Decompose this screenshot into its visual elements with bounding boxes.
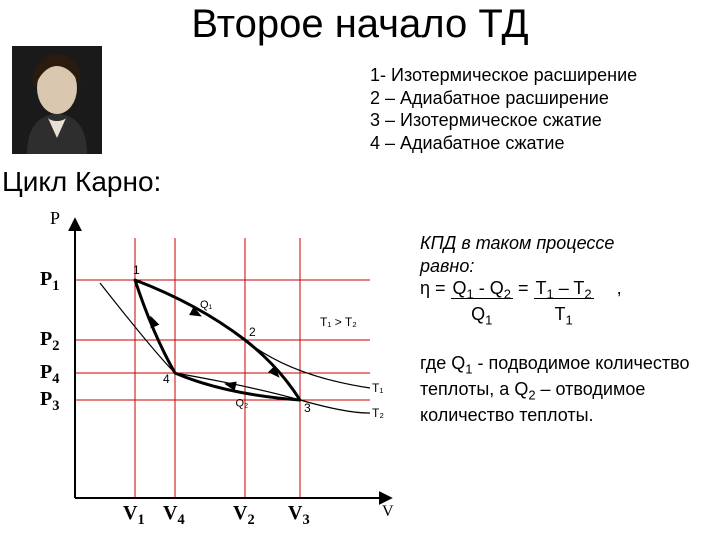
v-axis-tick: V3 — [288, 502, 310, 529]
svg-text:2: 2 — [249, 325, 256, 339]
p-axis-tick: P3 — [40, 388, 59, 415]
process-legend: 1- Изотермическое расширение 2 – Адиабат… — [370, 64, 637, 154]
p-axis-tick: P4 — [40, 361, 59, 388]
v-axis-tick: V2 — [233, 502, 255, 529]
svg-text:3: 3 — [304, 401, 311, 415]
kpd-text-line2: равно: — [420, 255, 700, 278]
carnot-portrait-placeholder — [12, 46, 102, 154]
svg-text:V: V — [382, 503, 394, 520]
efficiency-equation: η = Q1 - Q2Q1 = T1 – T2T1 , — [420, 277, 700, 329]
efficiency-block: КПД в таком процессе равно: η = Q1 - Q2Q… — [420, 232, 700, 329]
svg-text:Q₂: Q₂ — [236, 398, 249, 410]
legend-item-2: 2 – Адиабатное расширение — [370, 87, 637, 110]
pv-diagram: V1234Q₁Q₂T₁T₂T₁ > T₂ — [20, 208, 400, 528]
p-axis-tick: P1 — [40, 268, 59, 295]
kpd-text-line1: КПД в таком процессе — [420, 232, 700, 255]
where-block: где Q1 - подводимое количество теплоты, … — [420, 352, 700, 426]
svg-text:1: 1 — [133, 263, 140, 277]
legend-item-4: 4 – Адиабатное сжатие — [370, 132, 637, 155]
svg-text:T₂: T₂ — [372, 406, 384, 420]
svg-text:4: 4 — [163, 372, 170, 386]
svg-text:T₁: T₁ — [372, 381, 383, 395]
legend-item-1: 1- Изотермическое расширение — [370, 64, 637, 87]
slide-title: Второе начало ТД — [0, 2, 720, 47]
svg-text:Q₁: Q₁ — [200, 299, 213, 311]
v-axis-tick: V4 — [163, 502, 185, 529]
p-axis-tick: P2 — [40, 328, 59, 355]
v-axis-tick: V1 — [123, 502, 145, 529]
svg-text:T₁ > T₂: T₁ > T₂ — [320, 315, 357, 329]
legend-item-3: 3 – Изотермическое сжатие — [370, 109, 637, 132]
carnot-cycle-subtitle: Цикл Карно: — [2, 166, 161, 198]
